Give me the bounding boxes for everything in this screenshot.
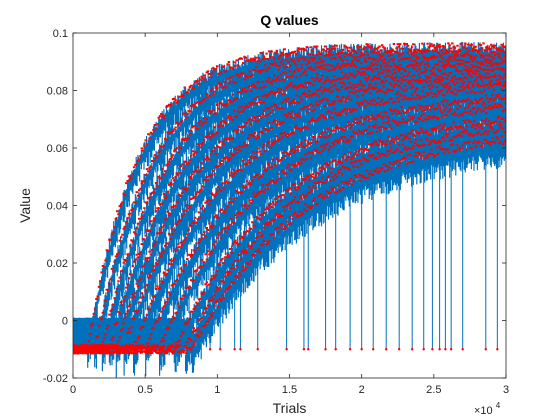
series-markers-5	[73, 67, 506, 355]
spike-drop-marker-12	[360, 348, 363, 351]
spike-drop-marker-24	[496, 348, 499, 351]
spike-drop-marker-13	[372, 348, 375, 351]
spike-drop-marker-17	[422, 348, 425, 351]
spike-drop-marker-4	[239, 348, 242, 351]
series-markers-3	[73, 54, 506, 355]
spike-drop-marker-15	[397, 348, 401, 351]
x-tick-label: 1	[214, 384, 220, 396]
spike-drop-marker-1	[208, 348, 212, 351]
spike-drop-marker-5	[256, 348, 259, 351]
spike-drop-marker-3	[233, 348, 236, 351]
series-band-12	[73, 134, 506, 373]
spike-drop-marker-10	[334, 348, 337, 351]
chart-title: Q values	[260, 12, 319, 28]
spike-drop-marker-6	[285, 348, 288, 351]
spike-drop-marker-19	[438, 348, 441, 351]
y-tick-label: 0.08	[47, 86, 68, 98]
y-tick-label: 0.06	[47, 143, 68, 155]
x-axis-multiplier-base: ×10	[474, 405, 493, 417]
spike-drop-marker-18	[431, 348, 434, 351]
spike-drop-marker-2	[219, 348, 222, 351]
series-layer	[73, 41, 506, 378]
x-tick-label: 2	[359, 384, 365, 396]
y-tick-label: 0.04	[47, 201, 68, 213]
x-tick-label: 0.5	[138, 384, 153, 396]
y-tick-label: 0.1	[53, 28, 68, 40]
spike-drop-marker-20	[444, 348, 447, 351]
spike-drop-marker-8	[307, 348, 310, 351]
spike-drop-marker-21	[449, 348, 453, 351]
series-markers-4	[73, 60, 506, 354]
spike-drop-marker-9	[324, 348, 327, 351]
y-axis-label: Value	[17, 188, 33, 223]
y-tick-label: -0.02	[43, 373, 68, 385]
spike-drop-marker-14	[385, 348, 388, 351]
x-axis-label: Trials	[273, 400, 307, 416]
spike-drop-marker-7	[302, 348, 306, 351]
spike-drop-marker-22	[461, 348, 464, 351]
spike-drop-marker-23	[484, 348, 487, 351]
spike-drop-marker-16	[410, 348, 414, 351]
x-tick-label: 1.5	[282, 384, 297, 396]
series-markers-12	[73, 135, 506, 355]
x-tick-label: 3	[503, 384, 509, 396]
y-tick-label: 0.02	[47, 258, 68, 270]
spike-drop-marker-11	[348, 348, 352, 351]
x-tick-label: 0	[70, 384, 76, 396]
series-markers-2	[73, 48, 506, 355]
x-tick-label: 2.5	[426, 384, 441, 396]
x-axis-multiplier-exponent: 4	[496, 401, 501, 410]
y-tick-label: 0	[62, 316, 68, 328]
x-axis-multiplier: ×10 4	[474, 401, 501, 417]
series-markers-1	[73, 42, 506, 355]
